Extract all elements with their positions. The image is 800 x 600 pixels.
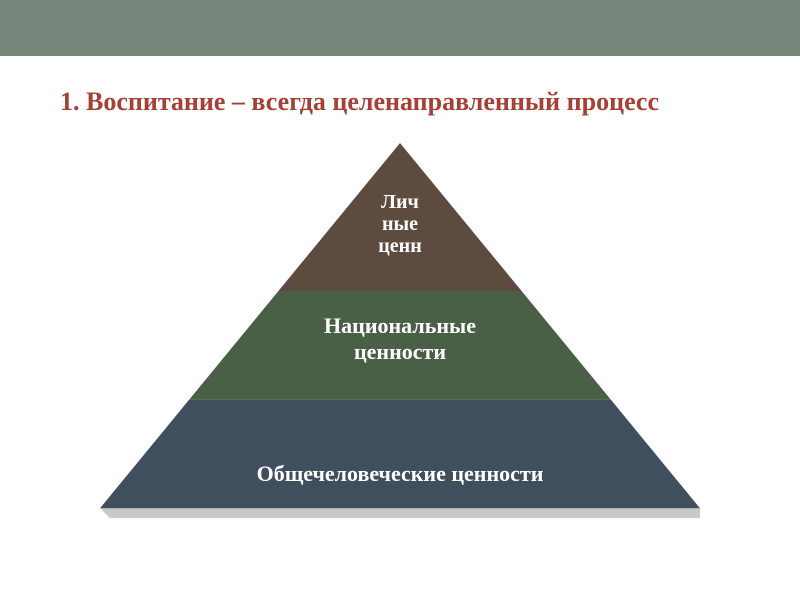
slide-title: 1. Воспитание – всегда целенаправленный … [60,84,740,119]
pyramid-shadow [100,508,700,518]
top-bar [0,0,800,56]
pyramid-layer-top [278,143,521,291]
pyramid-layer-middle [189,291,611,400]
pyramid-svg [100,143,700,523]
pyramid-layer-bottom [100,400,700,509]
slide-content: 1. Воспитание – всегда целенаправленный … [0,56,800,523]
pyramid-diagram: Личныеценн Национальныеценности Общечело… [100,143,700,523]
